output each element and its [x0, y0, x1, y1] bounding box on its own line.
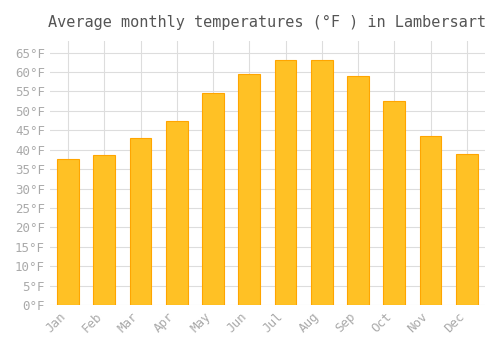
Bar	[384, 101, 405, 305]
Bar	[130, 138, 152, 305]
Bar	[420, 136, 442, 305]
Bar	[166, 120, 188, 305]
Bar	[311, 60, 332, 305]
Title: Average monthly temperatures (°F ) in Lambersart: Average monthly temperatures (°F ) in La…	[48, 15, 486, 30]
Bar	[94, 155, 115, 305]
Bar	[238, 74, 260, 305]
Bar	[347, 76, 369, 305]
Bar	[274, 60, 296, 305]
Bar	[202, 93, 224, 305]
Bar	[57, 159, 79, 305]
Bar	[456, 154, 477, 305]
